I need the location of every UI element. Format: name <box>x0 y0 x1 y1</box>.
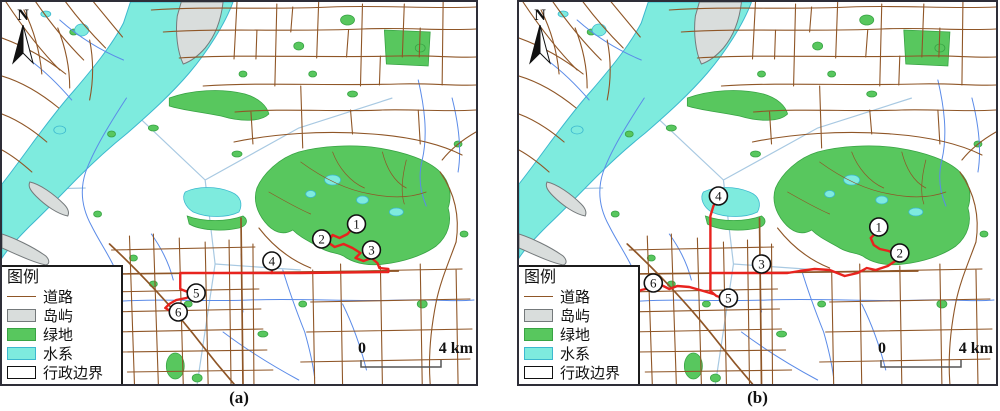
svg-text:3: 3 <box>368 242 374 257</box>
boundary-swatch <box>7 366 36 379</box>
route-marker-3 <box>751 254 772 274</box>
route-marker-6 <box>168 302 189 322</box>
legend-item-green: 绿地 <box>7 325 121 344</box>
legend: 图例 道路 岛屿 绿地 水系 行政边界 <box>2 265 123 384</box>
route-markers-a: 1 2 3 4 56 <box>168 214 382 322</box>
route-marker-2 <box>311 229 332 249</box>
scale-zero-label: 0 <box>878 340 886 357</box>
legend-item-road: 道路 <box>7 287 121 306</box>
boundary-swatch <box>524 366 553 379</box>
legend-item-boundary: 行政边界 <box>7 363 121 382</box>
legend-item-island: 岛屿 <box>7 306 121 325</box>
water-swatch <box>524 347 553 360</box>
road-line-swatch <box>7 296 36 297</box>
svg-text:2: 2 <box>318 231 324 246</box>
scale-max-label: 4 km <box>958 340 993 357</box>
north-arrow-icon <box>12 25 34 65</box>
svg-text:1: 1 <box>876 220 883 235</box>
caption-a: (a) <box>229 388 249 407</box>
route-marker-2 <box>889 243 910 263</box>
legend-item-water: 水系 <box>7 344 121 363</box>
island-swatch <box>7 309 36 322</box>
legend-item-water: 水系 <box>524 344 638 363</box>
road-line-swatch <box>524 296 553 297</box>
svg-text:6: 6 <box>175 304 182 319</box>
north-indicator: N <box>527 7 553 65</box>
scale-max-label: 4 km <box>438 340 473 357</box>
svg-text:5: 5 <box>193 285 199 300</box>
route-marker-5 <box>718 288 739 308</box>
route-markers-b: 12 3 4 5 6 <box>643 186 910 308</box>
svg-text:2: 2 <box>897 246 904 261</box>
scale-bar-line <box>880 360 962 368</box>
legend-title: 图例 <box>7 269 40 286</box>
route-marker-6 <box>643 273 664 293</box>
north-arrow-icon <box>529 25 551 65</box>
svg-text:1: 1 <box>353 216 359 231</box>
svg-text:5: 5 <box>725 291 732 306</box>
caption-b: (b) <box>747 388 768 407</box>
greenspace-swatch <box>7 328 36 341</box>
legend: 图例 道路 岛屿 绿地 水系 行政边界 <box>519 265 640 384</box>
island-swatch <box>524 309 553 322</box>
route-marker-3 <box>361 240 382 260</box>
legend-item-green: 绿地 <box>524 325 638 344</box>
north-label: N <box>534 7 546 24</box>
route-marker-1 <box>868 217 889 237</box>
svg-text:3: 3 <box>758 257 765 272</box>
legend-item-boundary: 行政边界 <box>524 363 638 382</box>
svg-text:6: 6 <box>650 276 657 291</box>
north-indicator: N <box>10 7 36 65</box>
water-swatch <box>7 347 36 360</box>
scale-bar-line <box>360 360 442 368</box>
map-a-canvas: 1 2 3 4 56 <box>2 2 476 384</box>
svg-text:4: 4 <box>715 189 722 204</box>
svg-text:4: 4 <box>269 253 276 268</box>
scale-bar: 0 4 km <box>356 340 474 370</box>
north-label: N <box>17 7 29 24</box>
route-marker-1 <box>346 214 367 234</box>
map-b-canvas: 12 3 4 5 6 <box>519 2 996 384</box>
legend-item-island: 岛屿 <box>524 306 638 325</box>
route-marker-4 <box>262 251 282 271</box>
route-marker-5 <box>186 283 206 303</box>
scale-bar: 0 4 km <box>876 340 994 370</box>
scale-zero-label: 0 <box>358 340 366 357</box>
legend-item-road: 道路 <box>524 287 638 306</box>
route-marker-4 <box>708 186 729 206</box>
greenspace-swatch <box>524 328 553 341</box>
legend-title: 图例 <box>524 269 557 286</box>
